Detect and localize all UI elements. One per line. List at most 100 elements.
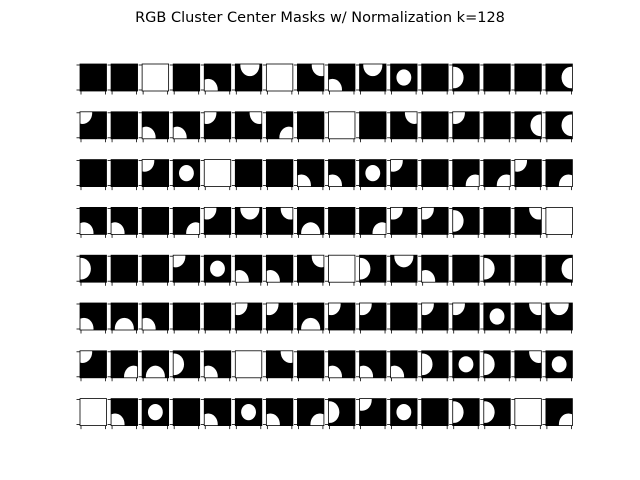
mask-blob xyxy=(311,255,324,268)
mask-background xyxy=(483,111,511,139)
mask-cell xyxy=(297,207,324,235)
cell-frame xyxy=(545,206,573,235)
cell-frame xyxy=(79,159,107,188)
cell-frame xyxy=(234,206,263,235)
mask-blob xyxy=(266,303,279,316)
cell-frame xyxy=(483,206,511,235)
cell-frame xyxy=(265,206,294,235)
mask-cell xyxy=(204,207,231,235)
cell-frame xyxy=(514,254,542,283)
mask-cell xyxy=(80,159,107,187)
mask-blob xyxy=(390,159,403,172)
cell-frame xyxy=(265,111,294,140)
cell-frame xyxy=(110,206,138,235)
cell-frame xyxy=(514,159,542,188)
mask-blob xyxy=(514,159,528,172)
mask-cell xyxy=(173,350,200,378)
mask-cell xyxy=(204,159,231,187)
cell-frame xyxy=(234,254,263,283)
cell-frame xyxy=(265,63,294,92)
mask-cell xyxy=(111,207,138,235)
mask-cell xyxy=(235,111,262,139)
cell-frame xyxy=(359,63,387,92)
cell-frame xyxy=(514,206,542,235)
cell-frame xyxy=(390,206,418,235)
mask-background xyxy=(328,111,355,139)
mask-blob xyxy=(421,270,436,283)
mask-cell xyxy=(359,64,387,91)
cell-frame xyxy=(203,350,232,379)
mask-cell xyxy=(452,255,480,283)
cell-frame xyxy=(421,111,449,140)
cell-frame xyxy=(234,111,263,140)
mask-cell xyxy=(235,207,262,235)
mask-blob xyxy=(179,165,194,182)
mask-background xyxy=(111,111,138,139)
cell-frame xyxy=(421,63,449,92)
mask-blob xyxy=(530,114,542,137)
cell-frame xyxy=(79,206,107,235)
cell-frame xyxy=(359,159,387,188)
mask-cell xyxy=(452,111,480,139)
mask-cell xyxy=(266,64,293,91)
cell-frame xyxy=(390,302,418,331)
mask-blob xyxy=(80,222,94,235)
mask-cell xyxy=(142,159,169,187)
mask-cell xyxy=(328,398,355,426)
cell-frame xyxy=(483,398,511,427)
mask-cell xyxy=(359,350,387,378)
mask-blob xyxy=(204,413,218,426)
cell-frame xyxy=(172,159,201,188)
cell-frame xyxy=(141,254,170,283)
mask-cell xyxy=(390,350,418,378)
mask-blob xyxy=(240,207,260,220)
cell-frame xyxy=(203,159,232,188)
mask-cell xyxy=(204,398,231,426)
cell-frame xyxy=(421,350,449,379)
mask-cell xyxy=(266,207,293,235)
cell-frame xyxy=(452,254,480,283)
mask-cell xyxy=(80,111,107,139)
mask-background xyxy=(111,159,138,187)
mask-cell xyxy=(421,207,449,235)
mask-cell xyxy=(204,255,231,283)
mask-cell xyxy=(359,207,387,235)
cell-frame xyxy=(79,254,107,283)
mask-background xyxy=(328,207,355,235)
mask-cell xyxy=(235,350,262,378)
mask-background xyxy=(266,64,293,91)
mask-blob xyxy=(529,350,542,363)
cell-frame xyxy=(421,398,449,427)
mask-background xyxy=(514,64,542,91)
mask-blob xyxy=(173,255,186,268)
mask-blob xyxy=(396,69,412,86)
mask-background xyxy=(111,255,138,283)
mask-background xyxy=(421,159,449,187)
mask-blob xyxy=(561,257,573,280)
mask-cell xyxy=(452,159,480,187)
mask-blob xyxy=(359,398,372,411)
mask-background xyxy=(452,255,480,283)
mask-blob xyxy=(328,78,342,91)
mask-background xyxy=(235,350,262,378)
cell-frame xyxy=(452,63,480,92)
cell-frame xyxy=(172,398,201,427)
cell-frame xyxy=(359,350,387,379)
mask-cell xyxy=(111,398,138,426)
cell-frame xyxy=(79,302,107,331)
mask-blob xyxy=(235,270,249,283)
mask-blob xyxy=(496,174,511,187)
mask-background xyxy=(80,64,107,91)
cell-frame xyxy=(172,350,201,379)
mask-blob xyxy=(359,303,372,316)
mask-blob xyxy=(142,159,155,172)
mask-blob xyxy=(241,404,256,421)
mask-cell xyxy=(173,255,200,283)
mask-cell xyxy=(173,207,200,235)
cell-frame xyxy=(203,206,232,235)
mask-cell xyxy=(390,64,418,91)
mask-cell xyxy=(266,255,293,283)
mask-cell xyxy=(452,64,480,91)
cell-frame xyxy=(110,159,138,188)
